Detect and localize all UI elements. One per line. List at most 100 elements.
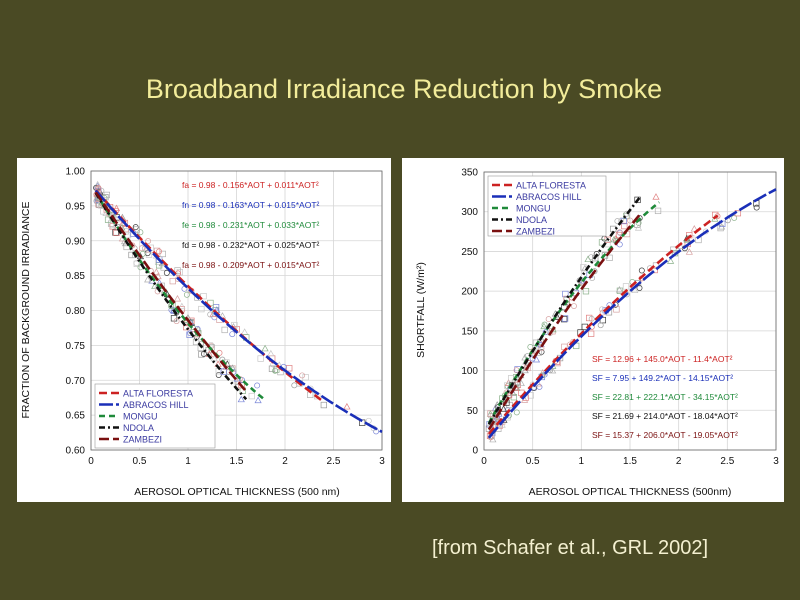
observation-marker — [532, 355, 541, 363]
fit-equation: fa = 0.98 - 0.156*AOT + 0.011*AOT² — [182, 180, 319, 190]
legend-label: ALTA FLORESTA — [516, 181, 586, 191]
observation-marker — [527, 344, 534, 350]
slide-title: Broadband Irradiance Reduction by Smoke — [145, 74, 663, 104]
fit-line-zambezi — [94, 191, 248, 393]
legend-label: ABRACOS HILL — [516, 192, 582, 202]
x-tick-label: 1 — [579, 456, 585, 467]
y-tick-label: 0.85 — [66, 271, 86, 282]
observation-marker — [133, 226, 140, 233]
observation-marker — [145, 238, 152, 245]
y-tick-label: 0.60 — [66, 446, 86, 457]
citation: [from Schafer et al., GRL 2002] — [432, 537, 709, 559]
x-tick-label: 0 — [88, 456, 94, 467]
observation-marker — [536, 384, 543, 390]
y-tick-label: 0.75 — [66, 341, 86, 352]
observation-marker — [666, 257, 675, 264]
observation-marker — [95, 185, 102, 192]
observation-marker — [610, 235, 618, 243]
x-tick-label: 0 — [481, 456, 487, 467]
observation-marker — [163, 269, 170, 276]
observation-marker — [514, 379, 521, 386]
observation-marker — [198, 351, 205, 358]
fit-line-abracos-hill — [94, 189, 383, 434]
legend-label: NDOLA — [516, 215, 547, 225]
observation-marker — [524, 364, 531, 372]
observation-marker — [132, 224, 139, 231]
fit-line-zambezi — [487, 213, 641, 431]
observation-marker — [261, 344, 269, 352]
observation-marker — [517, 379, 525, 387]
observation-marker — [654, 207, 662, 215]
observation-marker — [638, 267, 645, 274]
plot-frame — [90, 170, 383, 451]
observation-marker — [215, 372, 222, 378]
observation-marker — [670, 246, 677, 253]
observation-marker — [731, 215, 738, 221]
observation-marker — [627, 217, 634, 224]
y-tick-label: 0.65 — [66, 411, 86, 422]
observation-marker — [343, 402, 351, 410]
x-tick-label: 2 — [676, 456, 682, 467]
x-tick-label: 1.5 — [623, 456, 637, 467]
fit-equation: SF = 22.81 + 222.1*AOT - 34.15*AOT² — [592, 392, 738, 402]
observation-marker — [229, 331, 236, 338]
x-tick-label: 0.5 — [526, 456, 540, 467]
observation-marker — [200, 293, 207, 300]
x-tick-label: 2 — [282, 456, 288, 467]
observation-marker — [220, 368, 227, 375]
fit-equation: SF = 21.69 + 214.0*AOT - 18.04*AOT² — [592, 411, 738, 421]
legend-label: ALTA FLORESTA — [123, 389, 193, 399]
observation-marker — [621, 222, 628, 230]
y-tick-label: 300 — [461, 207, 478, 218]
observation-marker — [183, 323, 190, 331]
observation-marker — [144, 275, 152, 283]
observation-marker — [207, 311, 214, 318]
observation-marker — [138, 245, 145, 252]
observation-marker — [521, 353, 529, 361]
x-tick-label: 1 — [185, 456, 191, 467]
shortfall-plot: 0 0.5 1 1.5 2 2.5 3 350 300 250 200 150 100 50 0 ALTA F… — [415, 168, 779, 499]
observation-marker — [586, 314, 593, 322]
observation-marker — [588, 315, 595, 322]
observation-marker — [652, 193, 660, 200]
x-tick-label: 2.5 — [720, 456, 734, 467]
observation-marker — [606, 254, 613, 261]
observation-marker — [173, 294, 182, 302]
observation-marker — [685, 248, 693, 255]
fit-line-abracos-hill — [487, 188, 777, 439]
observation-marker — [174, 267, 181, 274]
observation-marker — [616, 241, 623, 248]
y-axis-label: FRACTION OF BACKGROUND IRRADIANCE — [20, 201, 32, 418]
observation-marker — [582, 288, 590, 295]
shortfall-chart: 0 0.5 1 1.5 2 2.5 3 350 300 250 200 150 100 50 0 ALTA F… — [402, 158, 784, 502]
observation-marker — [176, 269, 183, 276]
observation-marker — [597, 322, 604, 329]
observation-marker — [302, 374, 309, 381]
observation-marker — [237, 395, 245, 403]
observation-marker — [108, 222, 115, 229]
observation-marker — [753, 204, 760, 211]
y-tick-label: 200 — [461, 287, 478, 298]
observation-marker — [634, 224, 643, 231]
observation-marker — [254, 382, 261, 389]
observation-marker — [499, 405, 508, 412]
observation-marker — [571, 303, 577, 309]
x-axis-label: AEROSOL OPTICAL THICKNESS (500 nm) — [134, 486, 340, 498]
y-tick-label: 0.90 — [66, 236, 86, 247]
y-tick-label: 0 — [472, 446, 478, 457]
observation-marker — [617, 229, 623, 236]
observation-marker — [216, 349, 223, 356]
fit-equation: fn = 0.98 - 0.163*AOT + 0.015*AOT² — [182, 200, 320, 210]
observation-marker — [636, 285, 643, 291]
y-tick-label: 150 — [461, 326, 478, 337]
fit-equation: SF = 7.95 + 149.2*AOT - 14.15*AOT² — [592, 373, 733, 383]
observation-marker — [178, 302, 186, 310]
fit-equation: SF = 12.96 + 145.0*AOT - 11.4*AOT² — [592, 354, 733, 364]
legend-label: MONGU — [123, 412, 158, 422]
observation-marker — [299, 372, 306, 379]
x-tick-label: 3 — [379, 456, 385, 467]
y-tick-label: 0.80 — [66, 306, 86, 317]
fit-line-alta-floresta — [487, 214, 719, 435]
legend-label: ZAMBEZI — [516, 227, 555, 237]
fit-line-ndola — [487, 196, 641, 425]
